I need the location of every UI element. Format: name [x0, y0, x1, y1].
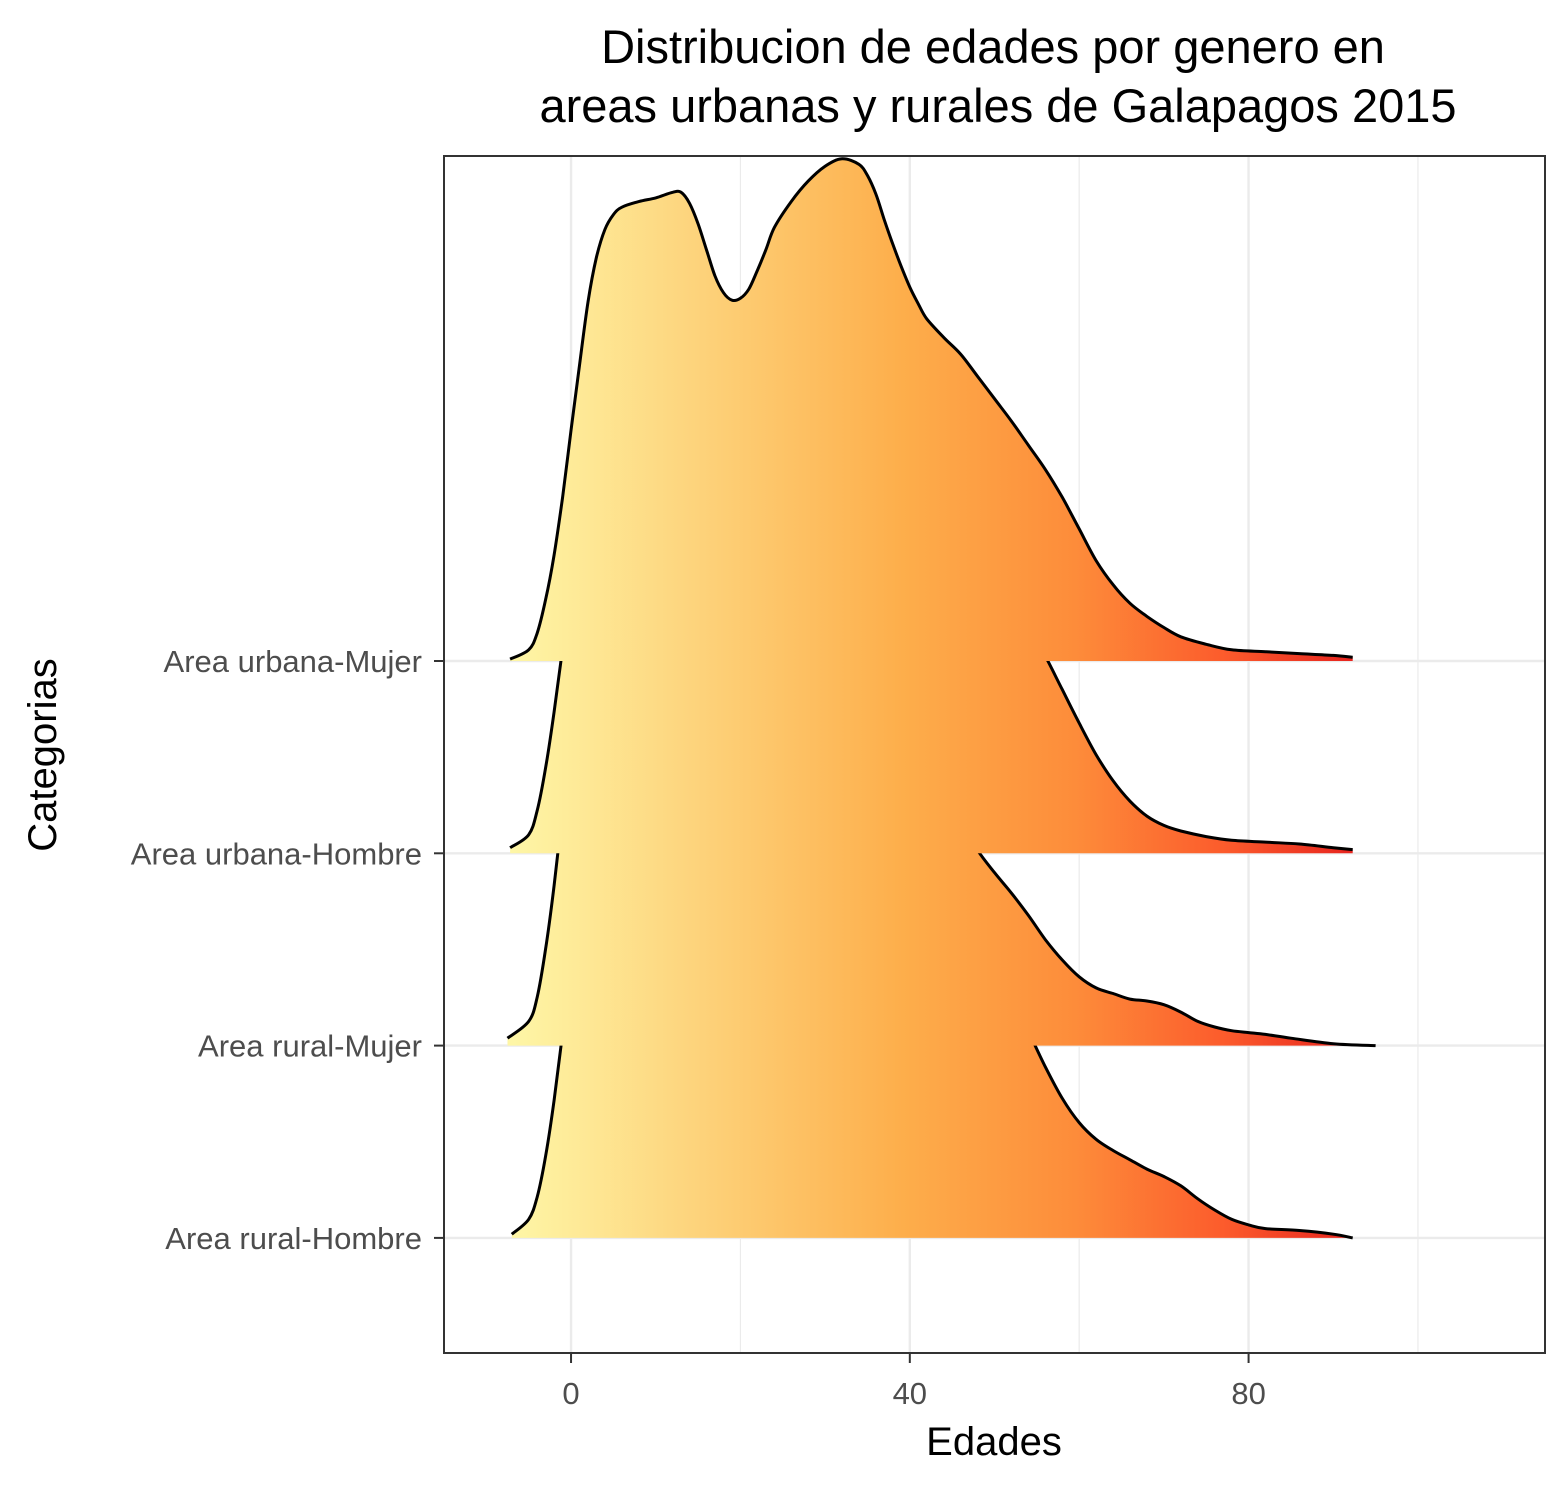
axis-layer: 0 40 80 Area urbana-Mujer Area urbana-Hombre… [131, 644, 1266, 1411]
y-axis-title: Categorias [21, 658, 65, 851]
x-tick-label: 80 [1231, 1376, 1265, 1411]
ridge-fill [510, 158, 1353, 661]
ridge-fill [507, 505, 1376, 1046]
chart-title-line-2: areas urbanas y rurales de Galapagos 201… [539, 79, 1456, 132]
ridge-area-urbana-mujer [509, 157, 1353, 661]
x-tick-label: 40 [893, 1376, 927, 1411]
y-tick-label: Area rural-Mujer [198, 1029, 422, 1064]
ridge-outline [509, 157, 1353, 661]
y-tick-label: Area urbana-Hombre [131, 836, 422, 871]
y-tick-label: Area urbana-Mujer [164, 644, 422, 679]
x-axis-title: Edades [926, 1420, 1062, 1464]
chart-title-line-1: Distribucion de edades por genero en [601, 20, 1385, 73]
y-tick-label: Area rural-Hombre [165, 1221, 422, 1256]
x-tick-label: 0 [562, 1376, 579, 1411]
panel-border [443, 155, 1546, 1354]
ridge-layer [506, 157, 1376, 1240]
